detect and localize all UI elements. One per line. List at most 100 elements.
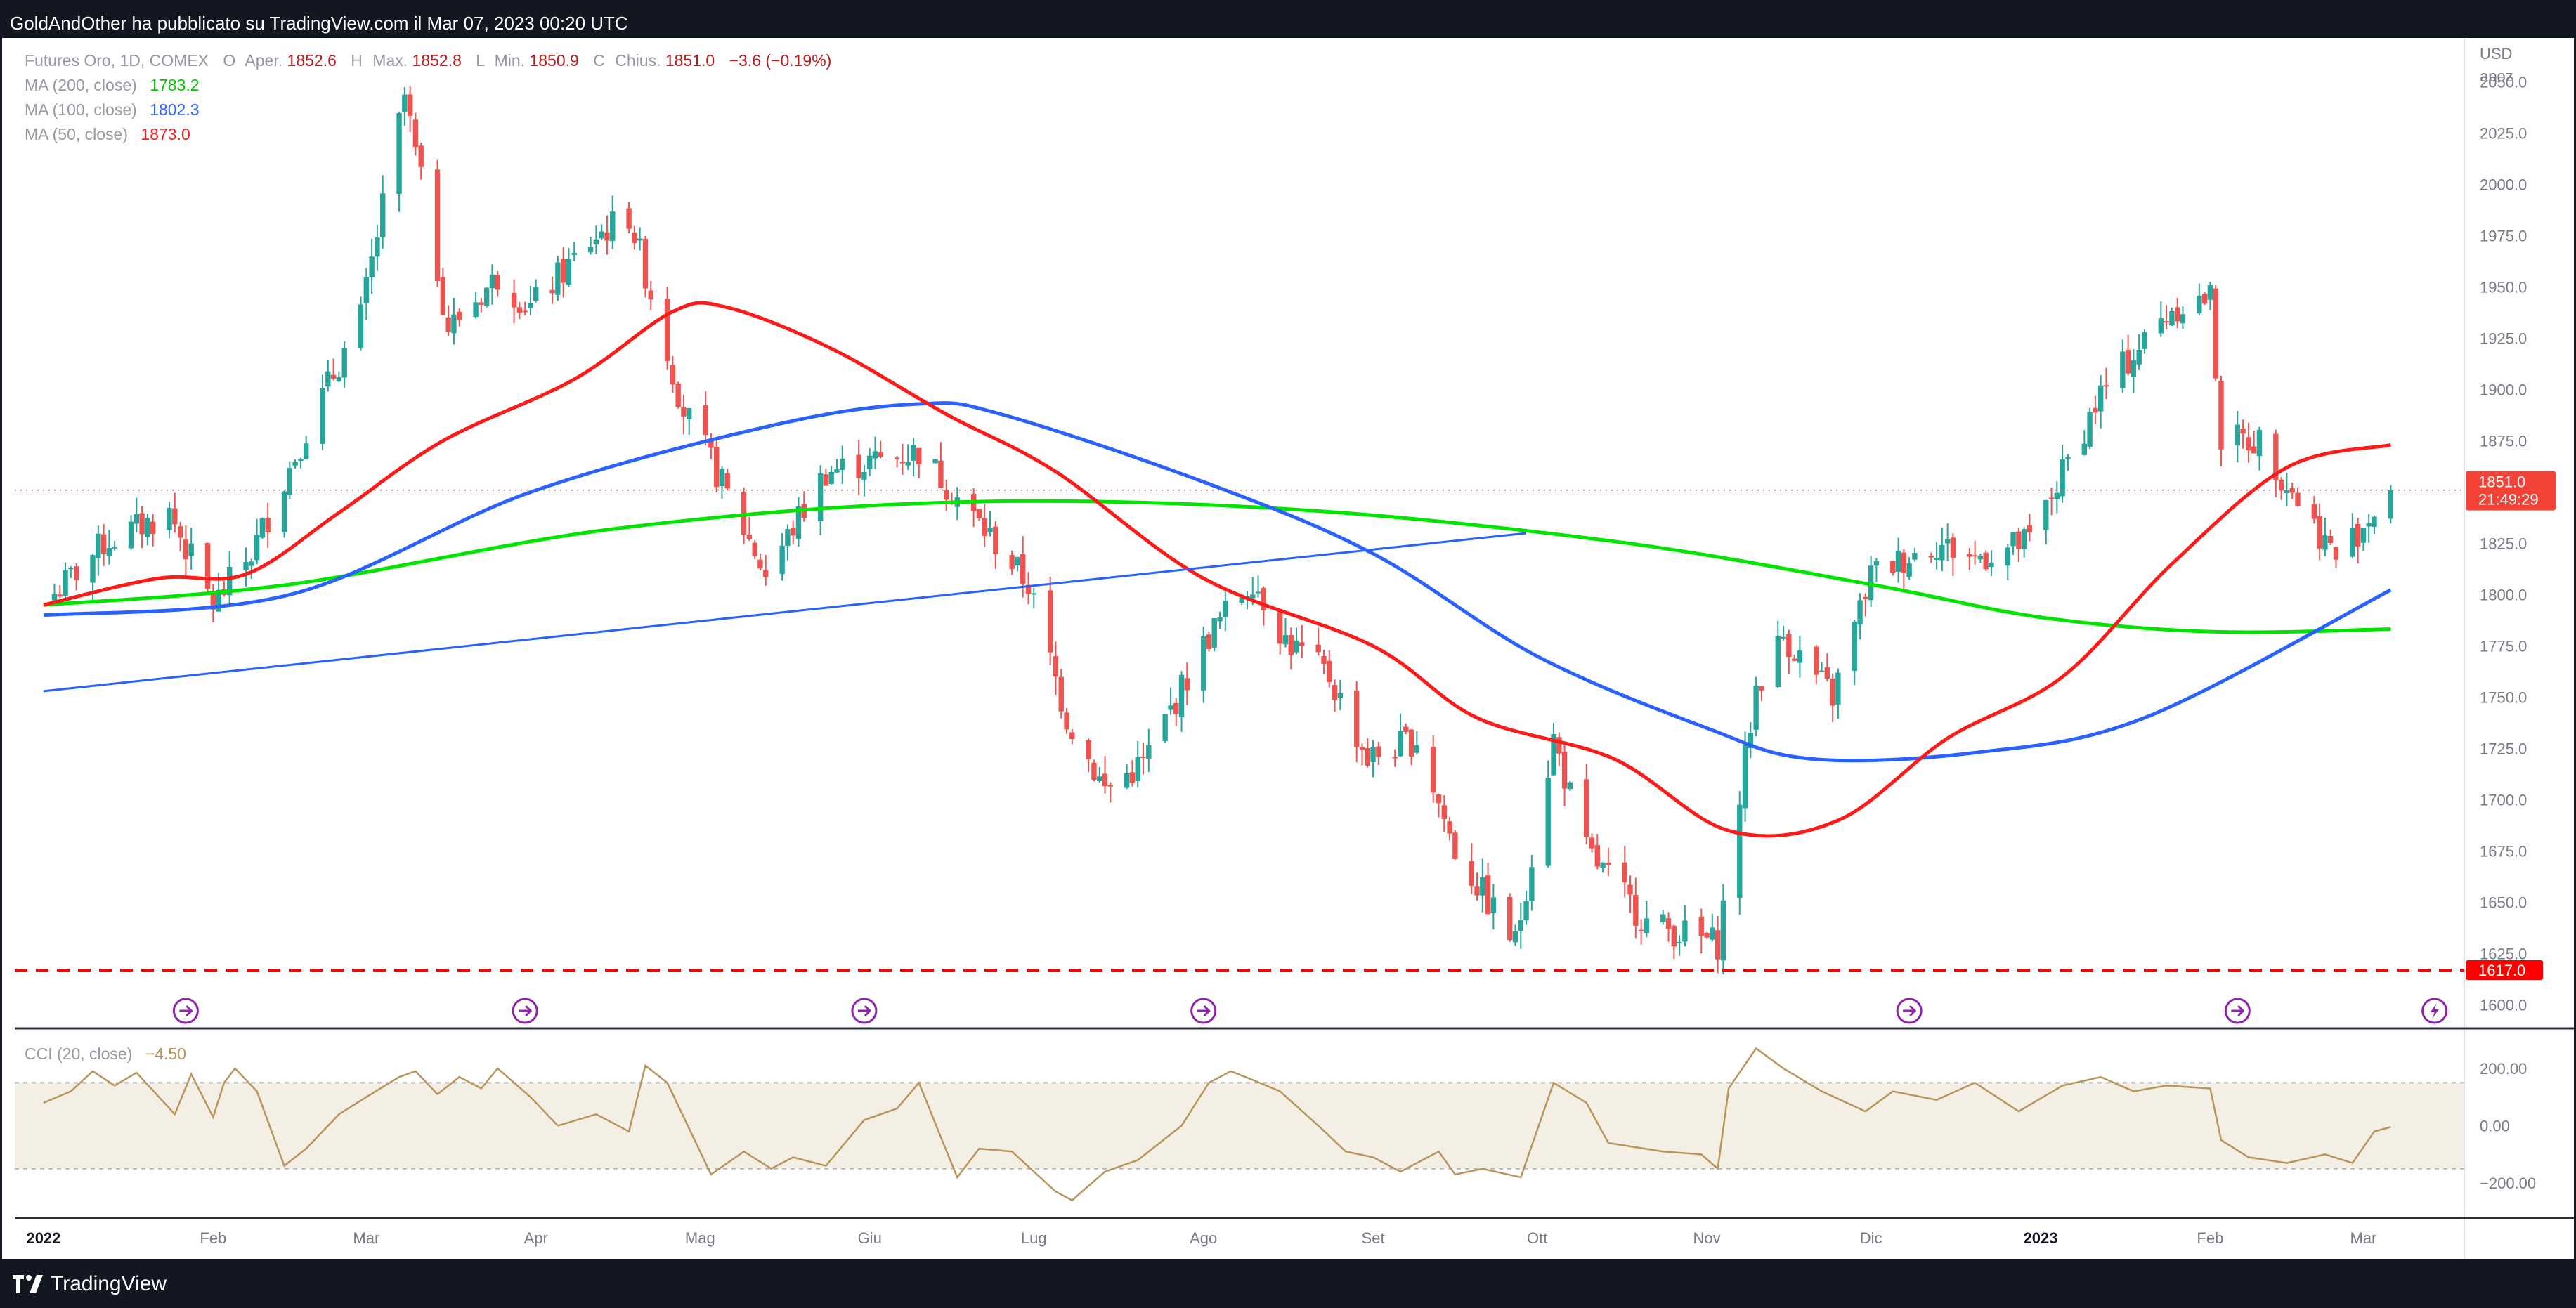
time-tick-label: 2023 [2024, 1229, 2058, 1247]
candle-body [724, 473, 730, 489]
indicator-lines[interactable] [15, 301, 2464, 1202]
time-tick-label: Mar [353, 1229, 379, 1247]
candle-body [379, 193, 386, 237]
candle-body [856, 454, 861, 478]
candle-body [626, 208, 632, 229]
event-markers[interactable] [172, 998, 2448, 1024]
candle-body [687, 407, 692, 419]
cci-tick-label: −200.00 [2480, 1175, 2536, 1192]
candle-body [916, 447, 922, 465]
candle-body [632, 232, 637, 244]
candle-body [1064, 712, 1069, 730]
candle-body [1677, 941, 1682, 943]
candle-body [2120, 351, 2126, 388]
legend-ma200[interactable]: MA (200, close) 1783.2 [25, 76, 200, 94]
candle-body [757, 559, 763, 569]
candle-body [63, 570, 68, 596]
candle-body [1737, 804, 1743, 898]
candle-body [2158, 318, 2164, 334]
scale-mode-label[interactable]: apoz [2480, 67, 2513, 85]
legend-close-label: C [593, 51, 605, 70]
time-tick-label: Set [1362, 1229, 1385, 1247]
candle-body [1102, 773, 1108, 787]
candle-body [2284, 490, 2290, 494]
candle-body [2246, 437, 2251, 451]
cci-tick-label: 0.00 [2480, 1118, 2510, 1135]
legend-symbol: Futures Oro, 1D, COMEX [25, 51, 209, 70]
candle-body [1315, 644, 1321, 653]
cci-axis-ticks[interactable]: 200.00 0.00 −200.00 [15, 1060, 2536, 1192]
legend-cci-label: CCI (20, close) [25, 1045, 132, 1063]
candle-body [1239, 597, 1244, 603]
candle-body [128, 521, 134, 549]
candle-body [2240, 429, 2246, 434]
candle-body [1606, 862, 1611, 865]
candle-body [817, 473, 824, 521]
candle-body [1852, 621, 1857, 671]
candle-body [1567, 782, 1573, 790]
candle-body [2322, 535, 2328, 550]
candle-body [872, 451, 878, 459]
candle-body [1644, 918, 1650, 934]
price-tick-label: 1625.0 [2480, 946, 2527, 963]
candle-body [440, 277, 446, 315]
legend-ma100[interactable]: MA (100, close) 1802.3 [25, 100, 200, 119]
price-axis-ticks[interactable]: 1600.0 1625.0 1650.0 1675.0 1700.0 1725.0 1750… [2480, 74, 2527, 1014]
tradingview-logo[interactable]: TradingView [13, 1270, 167, 1298]
candle-body [1977, 556, 1984, 560]
candle-body [911, 445, 916, 461]
candle-body [188, 543, 194, 556]
candle-body [587, 247, 594, 253]
candle-body [1146, 745, 1152, 759]
cci-line [43, 1047, 2391, 1202]
candle-body [2317, 516, 2322, 549]
candle-body [511, 292, 517, 308]
candle-body [1584, 779, 1589, 837]
arrow-right-icon [2231, 1005, 2245, 1017]
price-tick-label: 1975.0 [2480, 228, 2527, 245]
candle-body [1967, 554, 1972, 557]
candle-body [1058, 676, 1064, 712]
candle-body [96, 533, 101, 558]
candle-body [1474, 886, 1480, 896]
candle-body [1775, 635, 1781, 688]
candle-body [1321, 655, 1327, 664]
candle-body [167, 507, 172, 530]
candle-body [216, 589, 221, 612]
legend-cci[interactable]: CCI (20, close) −4.50 [25, 1045, 186, 1063]
candle-body [2065, 457, 2071, 459]
time-tick-label: 2022 [26, 1229, 60, 1247]
candles[interactable] [51, 86, 2394, 975]
candle-body [1671, 925, 1677, 947]
chart-canvas[interactable]: 1600.0 1625.0 1650.0 1675.0 1700.0 1725.0 1750… [2, 38, 2574, 1259]
time-tick-label: Nov [1693, 1229, 1720, 1247]
candle-body [1200, 636, 1206, 691]
candle-body [2333, 547, 2339, 560]
cci-band-fill [15, 1083, 2464, 1169]
candle-body [1211, 617, 1217, 648]
legend-main[interactable]: Futures Oro, 1D, COMEX O Aper. 1852.6 H … [25, 51, 831, 70]
candle-body [1452, 832, 1458, 859]
candle-body [2125, 350, 2131, 374]
candle-body [2136, 349, 2142, 365]
candle-body [703, 405, 708, 436]
candle-body [1633, 894, 1639, 926]
candle-body [637, 238, 643, 241]
candle-body [2164, 321, 2169, 323]
time-axis-ticks[interactable]: 2022 Feb Mar Apr Mag Giu Lug Ago Set Ott Nov Dic 202… [26, 1229, 2376, 1247]
legend-ma50[interactable]: MA (50, close) 1873.0 [25, 125, 190, 143]
candle-body [1901, 552, 1907, 573]
candle-body [1206, 634, 1212, 649]
candle-body [982, 518, 987, 536]
candle-body [1097, 776, 1102, 781]
cci-band [15, 1083, 2464, 1169]
legend-low-value: 1850.9 [529, 51, 578, 70]
candle-body [1261, 587, 1267, 611]
price-tick-label: 1700.0 [2480, 792, 2527, 809]
candle-body [905, 462, 911, 466]
ma200-line [43, 499, 2391, 634]
price-tick-label: 1900.0 [2480, 381, 2527, 399]
last-price-tag [2466, 471, 2556, 511]
chart-panel[interactable]: 1600.0 1625.0 1650.0 1675.0 1700.0 1725.0 1750… [0, 38, 2576, 1259]
candle-body [341, 348, 347, 378]
